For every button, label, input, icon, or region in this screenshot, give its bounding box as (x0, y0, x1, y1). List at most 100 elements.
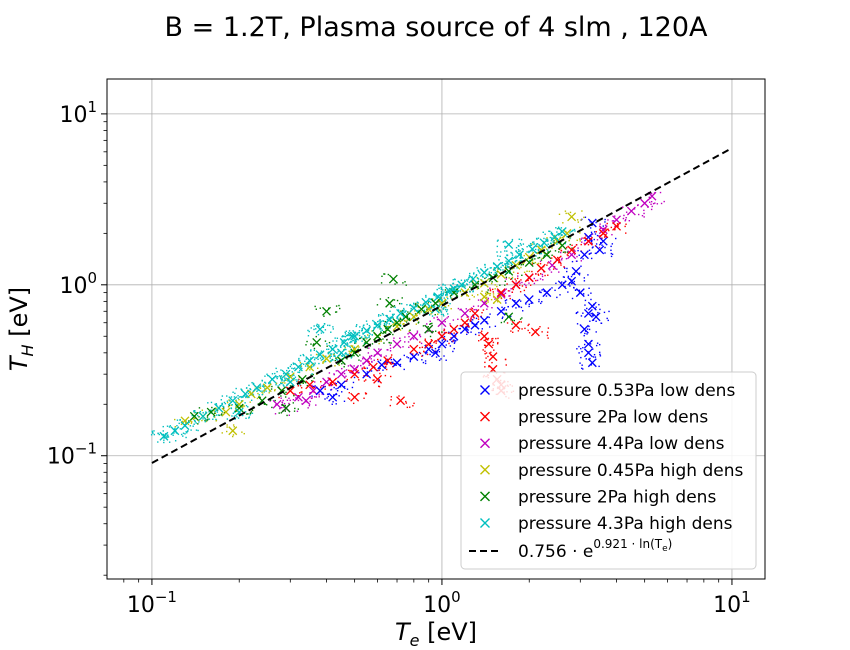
data-point (437, 331, 447, 341)
cloud-dot (280, 412, 283, 414)
cloud-dot (398, 395, 400, 397)
data-point (470, 308, 480, 318)
cloud-dot (528, 305, 530, 308)
cloud-dot (220, 399, 223, 401)
cloud-dot (499, 284, 501, 286)
cloud-dot (299, 385, 302, 387)
cloud-dot (493, 273, 495, 276)
cloud-dot (569, 211, 572, 214)
cloud-dot (405, 310, 407, 312)
cloud-dot (501, 317, 504, 320)
cloud-dot (556, 231, 558, 233)
cloud-dot (453, 339, 455, 341)
cloud-dot (607, 228, 609, 231)
cloud-dot (271, 373, 274, 375)
data-point (587, 358, 597, 368)
cloud-dot (385, 368, 388, 371)
cloud-dot (580, 315, 583, 317)
cloud-dot (281, 380, 283, 382)
cloud-dot (162, 425, 164, 428)
cloud-dot (602, 227, 604, 230)
cloud-dot (529, 284, 532, 286)
cloud-dot (383, 273, 385, 275)
cloud-dot (471, 319, 474, 321)
cloud-dot (449, 345, 452, 347)
cloud-dot (389, 347, 392, 349)
cloud-dot (379, 324, 381, 327)
cloud-dot (381, 275, 383, 278)
data-point (336, 369, 346, 379)
cloud-dot (610, 226, 613, 229)
cloud-dot (192, 425, 194, 427)
data-point (396, 396, 406, 406)
data-point (527, 244, 537, 254)
cloud-dot (330, 360, 332, 363)
cloud-dot (469, 320, 472, 323)
cloud-dot (201, 409, 204, 411)
cloud-dot (163, 437, 165, 439)
cloud-dot (168, 426, 171, 428)
cloud-dot (456, 287, 458, 289)
legend-box (460, 371, 757, 570)
cloud-dot (335, 358, 338, 360)
cloud-dot (298, 357, 300, 360)
cloud-dot (428, 314, 431, 316)
cloud-dot (442, 289, 444, 291)
cloud-dot (420, 342, 423, 345)
cloud-dot (211, 406, 213, 409)
cloud-dot (442, 294, 444, 297)
cloud-dot (467, 278, 469, 280)
cloud-dot (326, 397, 328, 399)
cloud-dot (516, 277, 519, 280)
data-point (583, 236, 593, 246)
legend-marker (480, 385, 490, 395)
cloud-dot (153, 433, 156, 436)
cloud-dot (590, 235, 592, 237)
cloud-dot (465, 328, 468, 330)
data-point (511, 320, 521, 330)
cloud-dot (193, 411, 195, 413)
cloud-dot (429, 353, 431, 356)
cloud-dot (433, 294, 436, 297)
cloud-dot (335, 305, 338, 307)
data-point (444, 286, 454, 296)
data-point (322, 354, 331, 364)
cloud-dot (479, 272, 481, 274)
cloud-dot (268, 385, 271, 388)
cloud-dot (541, 275, 544, 278)
cloud-dot (335, 340, 338, 342)
cloud-dot (396, 299, 399, 302)
cloud-dot (392, 361, 394, 364)
cloud-dot (545, 248, 548, 250)
cloud-dot (386, 363, 388, 365)
cloud-dot (280, 375, 283, 377)
cloud-dot (314, 386, 316, 388)
cloud-dot (590, 298, 592, 301)
cloud-dot (429, 308, 432, 310)
cloud-dot (429, 320, 431, 322)
cloud-dot (509, 295, 511, 297)
cloud-dot (541, 300, 543, 303)
cloud-dot (247, 392, 250, 395)
cloud-dot (547, 274, 549, 276)
data-point (468, 274, 478, 284)
cloud-dot (338, 364, 340, 366)
data-point (598, 236, 608, 246)
cloud-dot (197, 414, 199, 417)
cloud-dot (637, 213, 640, 216)
cloud-dot (256, 390, 258, 392)
cloud-dot (475, 308, 477, 311)
data-point (401, 312, 411, 322)
cloud-dot (333, 352, 335, 355)
cloud-dot (320, 386, 322, 388)
cloud-dot (583, 334, 585, 337)
cloud-dot (582, 312, 584, 314)
cloud-dot (486, 291, 489, 293)
cloud-dot (579, 232, 581, 234)
cloud-dot (538, 245, 541, 247)
cloud-dot (560, 281, 563, 283)
cloud-dot (282, 399, 284, 402)
cloud-dot (345, 334, 348, 337)
cloud-dot (494, 271, 497, 274)
